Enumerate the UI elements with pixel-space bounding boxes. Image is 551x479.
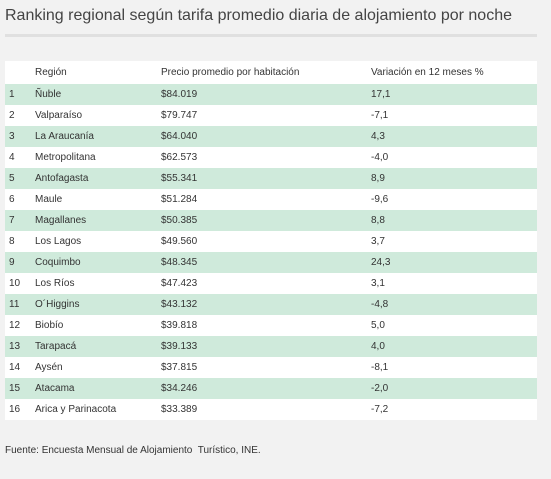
- cell-price: $51.284: [161, 189, 371, 210]
- table-row: 3 La Araucanía $64.040 4,3: [5, 126, 537, 147]
- table-row: 4 Metropolitana $62.573 -4,0: [5, 147, 537, 168]
- title-divider: [5, 34, 537, 37]
- table-row: 7 Magallanes $50.385 8,8: [5, 210, 537, 231]
- table-row: 6 Maule $51.284 -9,6: [5, 189, 537, 210]
- cell-region: Ñuble: [35, 84, 161, 105]
- ranking-table-container: Región Precio promedio por habitación Va…: [5, 61, 537, 420]
- cell-rank: 12: [5, 315, 35, 336]
- column-header-variation: Variación en 12 meses %: [371, 67, 484, 78]
- cell-price: $39.818: [161, 315, 371, 336]
- table-row: 9 Coquimbo $48.345 24,3: [5, 252, 537, 273]
- cell-region: Arica y Parinacota: [35, 399, 161, 420]
- cell-variation: -4,0: [371, 147, 537, 168]
- cell-variation: 4,0: [371, 336, 537, 357]
- cell-rank: 6: [5, 189, 35, 210]
- cell-variation: 4,3: [371, 126, 537, 147]
- cell-region: Los Ríos: [35, 273, 161, 294]
- cell-region: Atacama: [35, 378, 161, 399]
- column-header-rank: [5, 61, 35, 84]
- cell-rank: 7: [5, 210, 35, 231]
- cell-rank: 16: [5, 399, 35, 420]
- cell-region: Aysén: [35, 357, 161, 378]
- cell-region: Metropolitana: [35, 147, 161, 168]
- table-row: 10 Los Ríos $47.423 3,1: [5, 273, 537, 294]
- table-row: 8 Los Lagos $49.560 3,7: [5, 231, 537, 252]
- cell-variation: 8,9: [371, 168, 537, 189]
- cell-rank: 4: [5, 147, 35, 168]
- cell-price: $55.341: [161, 168, 371, 189]
- cell-region: Antofagasta: [35, 168, 161, 189]
- cell-rank: 9: [5, 252, 35, 273]
- cell-rank: 1: [5, 84, 35, 105]
- table-header-row: Región Precio promedio por habitación Va…: [5, 61, 537, 84]
- table-body: 1 Ñuble $84.019 17,1 2 Valparaíso $79.747 -7,1 3…: [5, 84, 537, 420]
- table-row: 12 Biobío $39.818 5,0: [5, 315, 537, 336]
- cell-rank: 5: [5, 168, 35, 189]
- ranking-table: Región Precio promedio por habitación Va…: [5, 61, 537, 420]
- cell-price: $48.345: [161, 252, 371, 273]
- cell-rank: 8: [5, 231, 35, 252]
- cell-price: $37.815: [161, 357, 371, 378]
- cell-variation: 3,1: [371, 273, 537, 294]
- cell-price: $62.573: [161, 147, 371, 168]
- cell-rank: 2: [5, 105, 35, 126]
- column-header-region: Región: [35, 67, 67, 78]
- cell-region: Valparaíso: [35, 105, 161, 126]
- cell-rank: 14: [5, 357, 35, 378]
- cell-price: $47.423: [161, 273, 371, 294]
- column-header-price: Precio promedio por habitación: [161, 67, 300, 78]
- cell-variation: 8,8: [371, 210, 537, 231]
- cell-variation: -2,0: [371, 378, 537, 399]
- cell-variation: 24,3: [371, 252, 537, 273]
- cell-variation: 17,1: [371, 84, 537, 105]
- cell-variation: -7,1: [371, 105, 537, 126]
- cell-price: $43.132: [161, 294, 371, 315]
- cell-rank: 13: [5, 336, 35, 357]
- cell-region: Tarapacá: [35, 336, 161, 357]
- cell-rank: 3: [5, 126, 35, 147]
- cell-region: Biobío: [35, 315, 161, 336]
- cell-region: Magallanes: [35, 210, 161, 231]
- cell-region: O´Higgins: [35, 294, 161, 315]
- cell-rank: 11: [5, 294, 35, 315]
- cell-price: $34.246: [161, 378, 371, 399]
- cell-price: $33.389: [161, 399, 371, 420]
- table-row: 5 Antofagasta $55.341 8,9: [5, 168, 537, 189]
- table-row: 15 Atacama $34.246 -2,0: [5, 378, 537, 399]
- cell-region: Maule: [35, 189, 161, 210]
- cell-variation: -8,1: [371, 357, 537, 378]
- cell-variation: 3,7: [371, 231, 537, 252]
- table-row: 16 Arica y Parinacota $33.389 -7,2: [5, 399, 537, 420]
- cell-region: Coquimbo: [35, 252, 161, 273]
- source-note: Fuente: Encuesta Mensual de Alojamiento …: [5, 445, 261, 456]
- chart-title: Ranking regional según tarifa promedio d…: [5, 7, 512, 24]
- table-row: 13 Tarapacá $39.133 4,0: [5, 336, 537, 357]
- table-row: 11 O´Higgins $43.132 -4,8: [5, 294, 537, 315]
- cell-price: $39.133: [161, 336, 371, 357]
- cell-price: $64.040: [161, 126, 371, 147]
- table-row: 14 Aysén $37.815 -8,1: [5, 357, 537, 378]
- cell-region: La Araucanía: [35, 126, 161, 147]
- cell-variation: -4,8: [371, 294, 537, 315]
- cell-rank: 15: [5, 378, 35, 399]
- cell-variation: -9,6: [371, 189, 537, 210]
- cell-price: $79.747: [161, 105, 371, 126]
- cell-region: Los Lagos: [35, 231, 161, 252]
- table-row: 2 Valparaíso $79.747 -7,1: [5, 105, 537, 126]
- cell-rank: 10: [5, 273, 35, 294]
- cell-variation: 5,0: [371, 315, 537, 336]
- cell-variation: -7,2: [371, 399, 537, 420]
- table-row: 1 Ñuble $84.019 17,1: [5, 84, 537, 105]
- cell-price: $50.385: [161, 210, 371, 231]
- cell-price: $49.560: [161, 231, 371, 252]
- cell-price: $84.019: [161, 84, 371, 105]
